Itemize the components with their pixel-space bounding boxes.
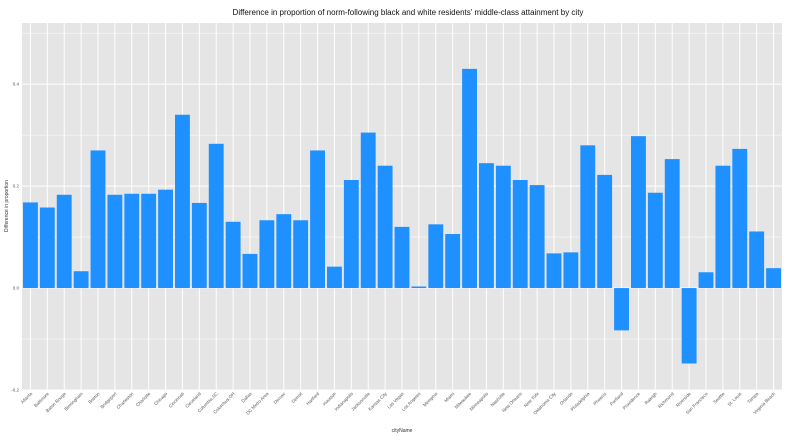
x-tick-label: Detroit [290, 391, 303, 404]
bar [597, 174, 613, 289]
x-tick-label: Hartford [305, 391, 320, 406]
bar [614, 288, 629, 331]
bar [698, 272, 714, 289]
x-tick-label: Boston [87, 391, 101, 405]
bar [563, 252, 579, 289]
x-axis-label: cityName [392, 428, 413, 434]
bar [479, 163, 494, 289]
bar [158, 189, 173, 289]
x-tick-label: Denver [273, 391, 287, 405]
x-tick-label: Cincinnati [168, 391, 186, 409]
bar [462, 68, 477, 289]
x-tick-label: Seattle [712, 391, 726, 405]
bar [360, 132, 376, 289]
bar [580, 145, 596, 289]
bar [546, 253, 562, 289]
x-tick-label: Atlanta [20, 391, 34, 405]
x-tick-label: Richmond [657, 391, 675, 409]
x-tick-label: Memphis [422, 391, 439, 408]
bar [90, 150, 106, 289]
bar [715, 165, 731, 289]
x-tick-label: Orlando [559, 391, 574, 406]
bar [664, 159, 680, 289]
y-tick-label: 0.4 [13, 82, 20, 87]
bar [293, 220, 309, 289]
chart-title: Difference in proportion of norm-followi… [233, 8, 584, 17]
bar [208, 143, 224, 289]
bar [124, 193, 140, 289]
bar [107, 194, 123, 289]
bar [394, 226, 410, 289]
bar [175, 114, 190, 289]
bar [23, 202, 38, 289]
bar [242, 253, 258, 289]
bar [411, 286, 427, 289]
bar [225, 221, 241, 289]
x-tick-label: St. Louis [727, 391, 743, 407]
bar [445, 234, 461, 289]
bars [23, 68, 781, 364]
x-tick-label: Raleigh [644, 391, 659, 406]
x-tick-label: Dallas [240, 391, 253, 404]
y-tick-labels: -0.2 0.0 0.2 0.4 [11, 82, 19, 393]
x-tick-label: Charlotte [135, 391, 152, 408]
x-tick-label: Birmingham [63, 391, 84, 412]
x-tick-label: Los Angeles [401, 391, 422, 412]
x-tick-label: Nashville [490, 391, 507, 408]
x-tick-label: Portland [609, 391, 625, 407]
x-tick-label: Chicago [153, 391, 169, 407]
y-tick-label: 0.0 [13, 286, 20, 291]
bar [512, 179, 528, 289]
bar [647, 192, 663, 289]
bar [766, 268, 781, 289]
bar [327, 266, 342, 289]
x-tick-label: Phoenix [592, 391, 608, 407]
bar [749, 231, 765, 289]
x-tick-label: Kansas City [367, 391, 388, 412]
bar [428, 224, 444, 289]
x-tick-label: Tampa [746, 391, 759, 404]
x-tick-label: Houston [322, 391, 338, 407]
y-tick-label: -0.2 [11, 388, 19, 393]
bar [377, 165, 393, 289]
bar [56, 194, 72, 289]
bar [631, 136, 646, 289]
bar [343, 179, 359, 289]
bar [529, 185, 545, 289]
x-tick-label: Miami [443, 391, 455, 403]
bar [276, 214, 292, 289]
y-tick-label: 0.2 [13, 184, 20, 189]
y-axis-label: Difference in proportion [4, 180, 10, 232]
x-tick-label: Minneapolis [469, 391, 490, 412]
bar [141, 193, 157, 289]
bar [39, 207, 55, 289]
bar [73, 271, 89, 289]
bar [495, 165, 511, 289]
bar [191, 202, 207, 289]
x-tick-label: Providence [622, 391, 642, 411]
bar [310, 150, 325, 289]
bar [259, 220, 275, 289]
bar [732, 148, 748, 289]
x-tick-label: Charleston [116, 391, 135, 410]
bar [681, 288, 697, 364]
